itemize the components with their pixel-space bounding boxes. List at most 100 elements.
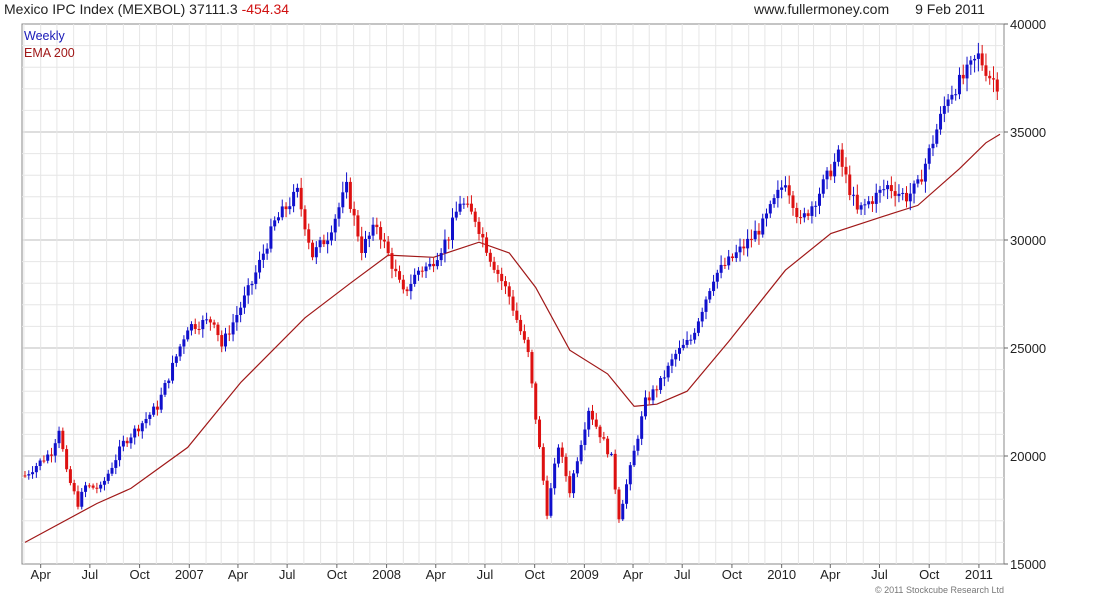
candle-body xyxy=(806,213,810,216)
candle-body xyxy=(435,260,439,267)
candle-body xyxy=(428,263,432,267)
candle-body xyxy=(572,473,576,494)
candle-body xyxy=(787,185,791,196)
candle-body xyxy=(678,348,682,354)
x-tick-label: Apr xyxy=(820,567,841,582)
candle-body xyxy=(927,148,931,164)
candle-body xyxy=(587,410,591,430)
candle-body xyxy=(681,344,685,349)
candle-body xyxy=(201,319,205,330)
candle-body xyxy=(753,230,757,240)
candle-body xyxy=(420,270,424,272)
candle-body xyxy=(848,174,852,196)
candle-body xyxy=(855,194,859,210)
candle-body xyxy=(931,143,935,149)
candle-body xyxy=(61,430,65,450)
candle-body xyxy=(643,397,647,417)
candle-body xyxy=(980,53,984,66)
candle-body xyxy=(318,240,322,248)
candle-body xyxy=(992,78,996,80)
candle-body xyxy=(485,237,489,253)
candle-body xyxy=(299,187,303,210)
candle-body xyxy=(549,488,553,516)
candle-body xyxy=(348,181,352,209)
candle-body xyxy=(205,319,209,321)
candle-body xyxy=(409,283,413,292)
candle-body xyxy=(836,149,840,162)
candle-body xyxy=(503,281,507,287)
candle-body xyxy=(265,248,269,254)
candle-body xyxy=(261,253,265,260)
x-tick-label: Oct xyxy=(525,567,546,582)
candle-body xyxy=(367,235,371,239)
candle-body xyxy=(901,192,905,194)
candle-body xyxy=(224,333,228,347)
x-tick-label: 2007 xyxy=(175,567,204,582)
candle-body xyxy=(443,239,447,254)
candle-body xyxy=(466,203,470,205)
candle-body xyxy=(405,289,409,292)
candle-body xyxy=(553,463,557,489)
candle-body xyxy=(795,207,799,218)
x-tick-label: Apr xyxy=(623,567,644,582)
candle-body xyxy=(125,440,129,444)
candle-body xyxy=(451,217,455,241)
candle-body xyxy=(386,241,390,254)
candle-body xyxy=(874,192,878,204)
candle-body xyxy=(197,328,201,330)
candle-body xyxy=(689,339,693,341)
candle-body xyxy=(863,204,867,206)
candle-body xyxy=(965,64,969,79)
candle-body xyxy=(492,261,496,270)
candle-body xyxy=(541,447,545,481)
candle-body xyxy=(114,460,118,468)
candle-body xyxy=(530,352,534,384)
candle-body xyxy=(80,491,84,507)
candle-body xyxy=(636,438,640,451)
candle-body xyxy=(23,475,27,477)
candle-body xyxy=(87,485,91,487)
candle-body xyxy=(99,484,103,489)
candle-body xyxy=(416,270,420,275)
candle-body xyxy=(606,438,610,455)
candle-body xyxy=(273,220,277,227)
candle-body xyxy=(882,189,886,191)
candle-body xyxy=(65,449,69,470)
candle-body xyxy=(810,206,814,216)
x-tick-label: Apr xyxy=(426,567,447,582)
candle-body xyxy=(833,161,837,177)
candle-body xyxy=(889,185,893,192)
candle-body xyxy=(148,414,152,419)
candle-body xyxy=(651,389,655,401)
candle-body xyxy=(488,252,492,262)
candle-body xyxy=(424,266,428,272)
candle-body xyxy=(413,274,417,284)
candle-body xyxy=(307,229,311,243)
candle-body xyxy=(246,285,250,296)
candle-body xyxy=(46,454,50,461)
candle-body xyxy=(765,213,769,219)
y-tick-label: 15000 xyxy=(1010,557,1046,572)
x-tick-label: 2009 xyxy=(570,567,599,582)
candle-body xyxy=(655,389,659,391)
candle-body xyxy=(49,454,53,456)
ema-line xyxy=(24,133,1001,543)
candle-body xyxy=(617,489,621,520)
copyright-credit: © 2011 Stockcube Research Ltd xyxy=(874,585,1004,595)
weekly-candles xyxy=(23,42,999,523)
candle-body xyxy=(159,394,163,410)
candle-body xyxy=(212,322,216,325)
candle-body xyxy=(969,60,973,65)
candle-body xyxy=(904,192,908,202)
y-tick-label: 40000 xyxy=(1010,17,1046,32)
candle-body xyxy=(916,179,920,184)
legend-ema: EMA 200 xyxy=(24,46,75,60)
candle-body xyxy=(961,74,965,79)
candle-body xyxy=(988,75,992,79)
candle-body xyxy=(893,191,897,196)
candle-body xyxy=(42,460,46,462)
candle-body xyxy=(432,263,436,267)
candle-body xyxy=(829,170,833,177)
candle-body xyxy=(462,203,466,205)
candle-body xyxy=(609,453,613,455)
